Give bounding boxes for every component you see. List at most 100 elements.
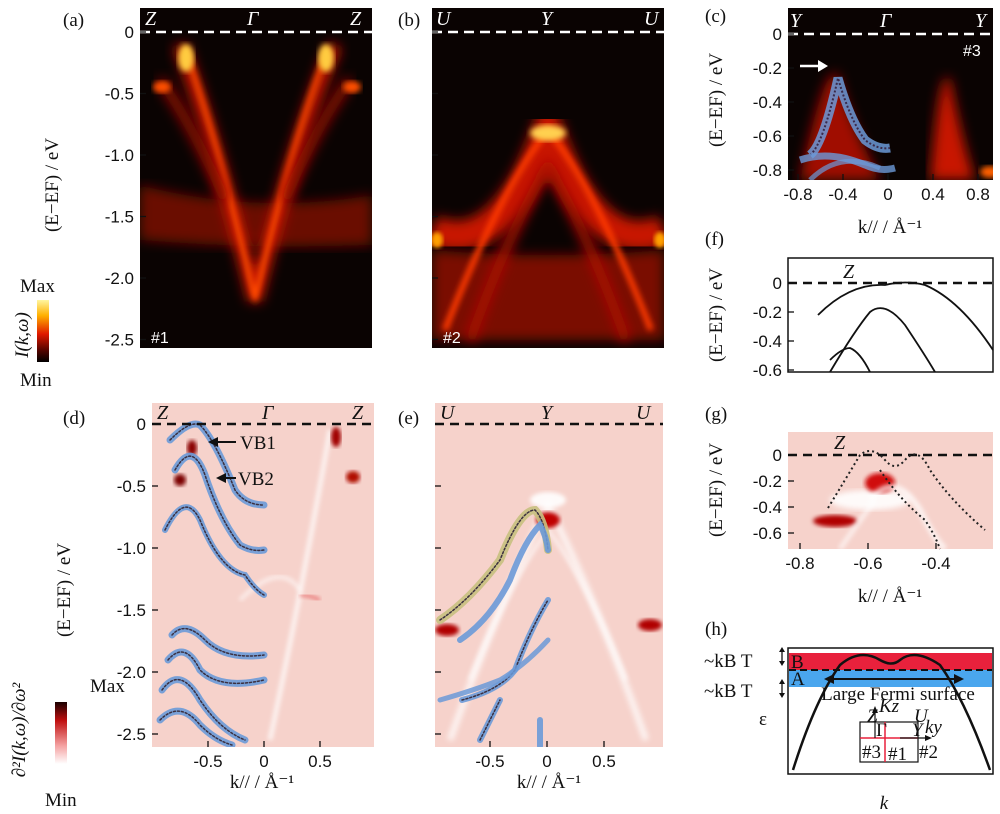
ytick-label: -2.0 <box>105 269 134 288</box>
xtick-label: -0.4 <box>828 185 857 204</box>
ytick-label: -0.6 <box>753 524 782 543</box>
panel-g-symbol: Z <box>834 432 846 454</box>
ytick-label: -1.0 <box>117 539 146 558</box>
panel-a-label: (a) <box>63 10 84 31</box>
inset-gamma: Γ <box>876 720 887 741</box>
colorbar-bottom-min: Min <box>45 790 77 811</box>
panel-f: (f) Z <box>705 229 994 373</box>
panel-g-background <box>788 432 993 549</box>
panel-c-symbol-right: Y <box>975 10 988 32</box>
xtick-label: 0.4 <box>921 185 945 204</box>
xtick-label: -0.5 <box>193 752 222 771</box>
ytick-label: -0.4 <box>753 498 782 517</box>
panel-b-label: (b) <box>398 10 420 31</box>
ytick-label: -1.5 <box>117 601 146 620</box>
inset-u: U <box>914 706 929 727</box>
colorbar-top: Max Min I(k,ω) <box>12 276 55 391</box>
ytick-label: -0.2 <box>753 303 782 322</box>
panel-f-label: (f) <box>705 229 724 250</box>
xtick-label: 0.5 <box>308 752 332 771</box>
colorbar-top-max: Max <box>20 276 55 297</box>
colorbar-bottom: Max Min ∂²I(k,ω)/∂ω² <box>9 676 125 811</box>
panel-d-symbol-right: Z <box>352 402 364 424</box>
panel-f-band-bottom <box>829 347 871 373</box>
ytick-label: 0 <box>773 274 782 293</box>
xtick-label: -0.8 <box>783 185 812 204</box>
xtick-label: 0 <box>542 752 551 771</box>
inset-z: Z <box>867 706 878 727</box>
ytick-label: 0 <box>773 446 782 465</box>
colorbar-top-min: Min <box>20 370 52 391</box>
inset-region-2: #2 <box>919 742 938 763</box>
panel-g: (g) Z <box>705 404 993 550</box>
ytick-label: -0.2 <box>753 472 782 491</box>
panel-c-ylabel: (E−EF) / eV <box>706 53 727 147</box>
panel-f-band-upper <box>817 281 994 351</box>
panel-d-bands <box>156 420 268 747</box>
ytick-label: 0 <box>125 23 134 42</box>
panel-d-ylabel: (E−EF) / eV <box>54 543 75 637</box>
panel-e-xlabel: k// / Å⁻¹ <box>517 772 582 793</box>
panel-b-symbol-right: U <box>644 8 660 30</box>
xtick-label: -0.5 <box>475 752 504 771</box>
panel-h-energy-label-bottom: ~kB T <box>704 681 753 702</box>
inset-region-3: #3 <box>862 742 881 763</box>
panel-d-spectrum <box>156 420 360 747</box>
panel-b-symbol-left: U <box>436 8 452 30</box>
xtick-label: -0.8 <box>785 554 814 573</box>
panel-b: (b) U Y U #2 <box>398 8 664 348</box>
xtick-label: -0.6 <box>853 554 882 573</box>
panel-a-ylabel: (E−EF) / eV <box>42 138 63 232</box>
panel-h-label: (h) <box>705 619 727 640</box>
inset-ky: ky <box>925 717 942 738</box>
panel-h-ylabel: ε <box>759 709 767 730</box>
panel-g-xlabel: k// / Å⁻¹ <box>858 586 923 607</box>
panel-b-yticks <box>432 31 438 341</box>
ytick-label: -2.5 <box>105 331 134 350</box>
panel-f-band-lower <box>829 307 936 373</box>
panel-c-label: (c) <box>705 6 726 27</box>
panel-f-symbol: Z <box>843 261 855 283</box>
panel-e-spectrum <box>435 492 662 747</box>
panel-b-symbol-center: Y <box>541 8 554 30</box>
ytick-label: -0.4 <box>753 93 782 112</box>
panel-b-region: #2 <box>443 330 461 347</box>
panel-g-band-lower <box>879 469 941 550</box>
panel-c-arrow-head <box>818 60 828 72</box>
ytick-label: -0.6 <box>753 127 782 146</box>
panel-g-ticks: 0-0.2-0.4-0.6-0.8 -0.6 -0.4 <box>753 446 951 573</box>
ytick-label: -0.5 <box>105 85 134 104</box>
panel-c-symbol-left: Y <box>790 10 803 32</box>
ytick-label: 0 <box>773 25 782 44</box>
panel-c-symbol-center: Γ <box>879 10 893 32</box>
inset-kz: Kz <box>878 696 900 717</box>
panel-a-symbol-right: Z <box>350 8 362 30</box>
panel-d-band-vb1: VB1 <box>240 433 276 454</box>
panel-c: (c) Y Γ Y #3 <box>705 6 993 180</box>
ytick-label: -0.6 <box>753 361 782 380</box>
ytick-label: -2.0 <box>117 663 146 682</box>
panel-e-bands <box>436 505 552 747</box>
panel-g-ylabel: (E−EF) / eV <box>706 443 727 537</box>
panel-d-label: (d) <box>63 408 85 429</box>
panel-g-spectrum <box>813 473 948 549</box>
ytick-label: -1.0 <box>105 146 134 165</box>
ytick-label: -0.8 <box>753 161 782 180</box>
panel-h-band-b <box>789 653 992 670</box>
colorbar-bottom-max: Max <box>90 676 125 697</box>
panel-h-dispersion <box>791 653 992 771</box>
panel-c-spectrum <box>798 73 993 180</box>
panel-c-region: #3 <box>963 43 981 60</box>
panel-d: (d) <box>63 402 374 747</box>
panel-e-symbol-left: U <box>440 402 456 424</box>
panel-e-symbol-right: U <box>636 402 652 424</box>
panel-a-symbol-center: Γ <box>246 8 260 30</box>
xtick-label: 0 <box>883 185 892 204</box>
panel-e-symbol-center: Y <box>541 402 554 424</box>
panel-e: (e) U Y U <box>398 402 663 747</box>
panel-d-band-vb2: VB2 <box>238 469 274 490</box>
ytick-label: -2.5 <box>117 725 146 744</box>
colorbar-top-quantity: I(k,ω) <box>12 312 33 359</box>
panel-h-energy-label-top: ~kB T <box>704 651 753 672</box>
